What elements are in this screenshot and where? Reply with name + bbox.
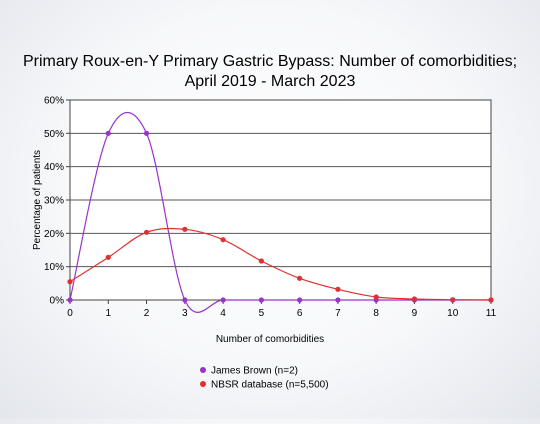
x-tick-label: 8 — [373, 308, 379, 319]
x-tick-label: 3 — [182, 308, 188, 319]
legend-marker-0 — [200, 367, 206, 373]
x-tick-label: 11 — [486, 308, 497, 319]
x-tick-label: 0 — [67, 308, 73, 319]
data-point — [182, 297, 188, 303]
legend-label-1: NBSR database (n=5,500) — [211, 380, 329, 391]
data-point — [182, 226, 188, 232]
y-tick-label: 40% — [44, 162, 64, 173]
data-point — [258, 258, 264, 264]
series-1 — [67, 226, 494, 303]
data-point — [67, 297, 73, 303]
y-tick-label: 0% — [50, 296, 65, 307]
chart-title-line-2: April 2019 - March 2023 — [185, 73, 356, 90]
data-point — [143, 229, 150, 235]
data-point — [105, 130, 111, 136]
y-tick-label: 30% — [44, 196, 64, 207]
legend: James Brown (n=2) NBSR database (n=5,500) — [200, 366, 329, 391]
x-tick-label: 4 — [220, 308, 226, 319]
data-point — [297, 275, 303, 281]
data-point — [297, 297, 303, 303]
data-point — [220, 237, 226, 243]
x-tick-label: 10 — [447, 308, 459, 319]
y-axis-label: Percentage of patients — [32, 150, 43, 250]
y-tick-label: 50% — [44, 129, 64, 140]
chart-title-line-1: Primary Roux-en-Y Primary Gastric Bypass… — [23, 53, 517, 70]
x-tick-label: 5 — [259, 308, 265, 319]
grid-lines — [70, 132, 491, 268]
data-point — [258, 297, 264, 303]
data-point — [488, 297, 494, 303]
data-point — [335, 297, 341, 303]
data-point — [67, 279, 73, 285]
legend-label-0: James Brown (n=2) — [211, 366, 298, 377]
x-tick-label: 7 — [335, 308, 341, 319]
y-tick-label: 10% — [44, 262, 64, 273]
series-line-1 — [69, 227, 492, 301]
x-tick-label: 6 — [297, 308, 303, 319]
y-tick-label: 60% — [44, 96, 64, 107]
data-point — [411, 296, 418, 302]
series-layer — [67, 112, 494, 313]
y-tick-label: 20% — [44, 229, 64, 240]
data-point — [105, 254, 111, 260]
data-point — [143, 130, 150, 136]
x-axis-label: Number of comorbidities — [216, 334, 324, 345]
data-point — [450, 297, 456, 303]
data-point — [335, 286, 341, 292]
data-point — [220, 297, 226, 303]
legend-marker-1 — [200, 381, 206, 387]
data-point — [373, 294, 379, 300]
x-tick-label: 2 — [144, 308, 150, 319]
x-tick-label: 9 — [412, 308, 418, 319]
x-tick-label: 1 — [105, 308, 111, 319]
